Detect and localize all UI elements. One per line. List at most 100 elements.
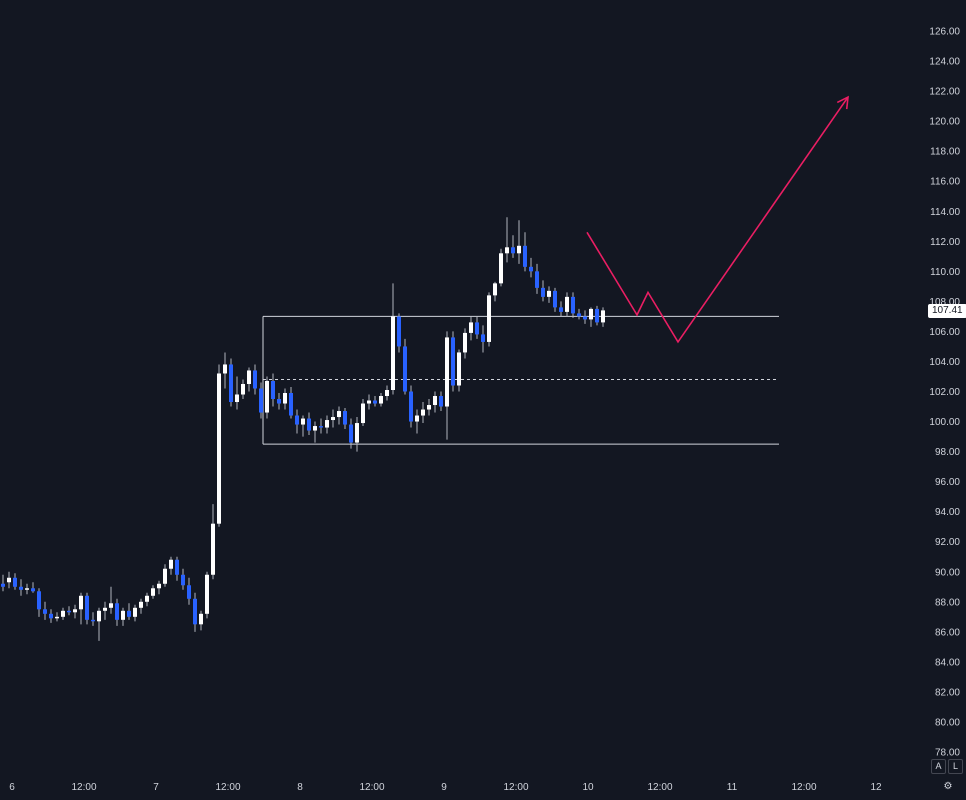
- candle-body: [493, 283, 497, 296]
- candle: [409, 385, 413, 428]
- y-tick-label: 86.00: [935, 627, 960, 638]
- candle-body: [583, 316, 587, 320]
- y-tick-label: 94.00: [935, 507, 960, 518]
- candle: [169, 556, 173, 575]
- candle: [541, 280, 545, 302]
- candle-body: [595, 308, 599, 323]
- candle: [175, 556, 179, 581]
- candle: [433, 391, 437, 413]
- candle-body: [457, 352, 461, 386]
- x-tick-label: 10: [582, 782, 594, 793]
- candle: [13, 573, 17, 590]
- candle-body: [301, 418, 305, 425]
- candle-body: [331, 417, 335, 421]
- last-price-tag: 107.41: [928, 304, 966, 318]
- candle: [217, 364, 221, 527]
- candle: [349, 418, 353, 449]
- candle: [499, 248, 503, 287]
- candle: [157, 580, 161, 595]
- candle-body: [193, 598, 197, 625]
- y-tick-label: 110.00: [930, 267, 960, 278]
- candle: [397, 313, 401, 353]
- candle-body: [559, 307, 563, 312]
- candle-body: [571, 296, 575, 314]
- candle: [199, 610, 203, 631]
- x-tick-label: 12:00: [647, 782, 672, 793]
- candle: [85, 592, 89, 625]
- price-axis[interactable]: 126.00 124.00 122.00 120.00 118.00 116.00 114.…: [929, 27, 960, 759]
- candle-body: [223, 364, 227, 374]
- candle-body: [517, 245, 521, 254]
- candle: [133, 604, 137, 622]
- candle-body: [529, 266, 533, 272]
- candle: [373, 396, 377, 407]
- candle-body: [43, 609, 47, 614]
- candle: [427, 399, 431, 416]
- candle-body: [199, 613, 203, 625]
- candle-body: [181, 574, 185, 586]
- candle: [565, 292, 569, 317]
- settings-gear-icon[interactable]: ⚙: [943, 781, 953, 792]
- time-axis[interactable]: 6 12:00 7 12:00 8 12:00 9 12:00 10 12:00 11 12:00 12: [9, 782, 882, 793]
- candle: [97, 607, 101, 641]
- candle-body: [307, 418, 311, 431]
- candle-body: [487, 295, 491, 342]
- candle-body: [19, 586, 23, 590]
- y-tick-label: 112.00: [930, 237, 960, 248]
- log-scale-button[interactable]: L: [948, 759, 963, 774]
- candle: [301, 415, 305, 437]
- y-tick-label: 78.00: [935, 748, 960, 759]
- x-tick-label: 12:00: [791, 782, 816, 793]
- candle: [475, 316, 479, 339]
- candle: [577, 308, 581, 320]
- candle: [121, 607, 125, 626]
- candle-body: [115, 603, 119, 620]
- candle-body: [217, 373, 221, 524]
- candle-body: [511, 247, 515, 254]
- candle: [271, 373, 275, 407]
- y-tick-label: 108.00: [929, 297, 960, 308]
- candle-body: [133, 607, 137, 617]
- arrow-head: [836, 95, 849, 110]
- candle: [1, 574, 5, 592]
- x-tick-label: 12:00: [71, 782, 96, 793]
- candle-body: [385, 389, 389, 397]
- candle-body: [277, 399, 281, 404]
- candle: [103, 601, 107, 620]
- candle-body: [481, 334, 485, 342]
- candle-body: [535, 271, 539, 288]
- candle: [325, 415, 329, 434]
- candle: [19, 579, 23, 596]
- auto-scale-button[interactable]: A: [931, 759, 946, 774]
- candle-body: [103, 607, 107, 611]
- candle: [235, 376, 239, 410]
- y-tick-label: 114.00: [930, 207, 960, 218]
- candle-body: [589, 308, 593, 320]
- candle-body: [463, 332, 467, 353]
- y-tick-label: 116.00: [930, 177, 960, 188]
- candle: [487, 292, 491, 347]
- candle-body: [109, 603, 113, 608]
- candle: [127, 603, 131, 620]
- candle: [145, 592, 149, 607]
- candle-body: [379, 396, 383, 404]
- candle: [445, 331, 449, 440]
- candle-body: [79, 595, 83, 610]
- candle: [55, 612, 59, 622]
- candle: [313, 421, 317, 443]
- candle-body: [295, 415, 299, 425]
- candle-body: [157, 583, 161, 589]
- candle-body: [265, 380, 269, 413]
- candle: [385, 385, 389, 401]
- candle-body: [241, 383, 245, 395]
- candle-body: [91, 619, 95, 622]
- candle-body: [541, 287, 545, 297]
- y-tick-label: 88.00: [935, 597, 960, 608]
- x-tick-label: 9: [441, 782, 447, 793]
- candle: [415, 409, 419, 434]
- candle: [31, 582, 35, 593]
- candle-body: [13, 577, 17, 587]
- candle-body: [67, 610, 71, 613]
- candle-body: [271, 380, 275, 400]
